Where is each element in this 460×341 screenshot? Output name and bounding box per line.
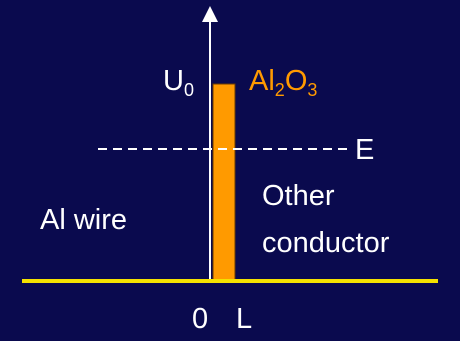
barrier-label: Al2O3	[249, 65, 317, 100]
u0-subscript: 0	[183, 80, 194, 100]
u0-label: U0	[163, 65, 194, 100]
barrier-label-o: O	[284, 65, 308, 97]
x-label-width: L	[236, 303, 253, 335]
energy-axis-arrowhead	[202, 6, 218, 22]
right-region-label-line1: Other	[262, 180, 335, 212]
barrier-label-al: Al	[249, 65, 275, 97]
x-label-origin: 0	[192, 303, 209, 335]
barrier-label-sub1: 2	[274, 80, 285, 100]
energy-label: E	[355, 134, 375, 166]
u0-base: U	[163, 65, 184, 97]
barrier-rect	[212, 83, 236, 283]
left-region-label: Al wire	[40, 204, 128, 236]
barrier-label-sub2: 3	[307, 80, 318, 100]
right-region-label-line2: conductor	[262, 227, 390, 259]
